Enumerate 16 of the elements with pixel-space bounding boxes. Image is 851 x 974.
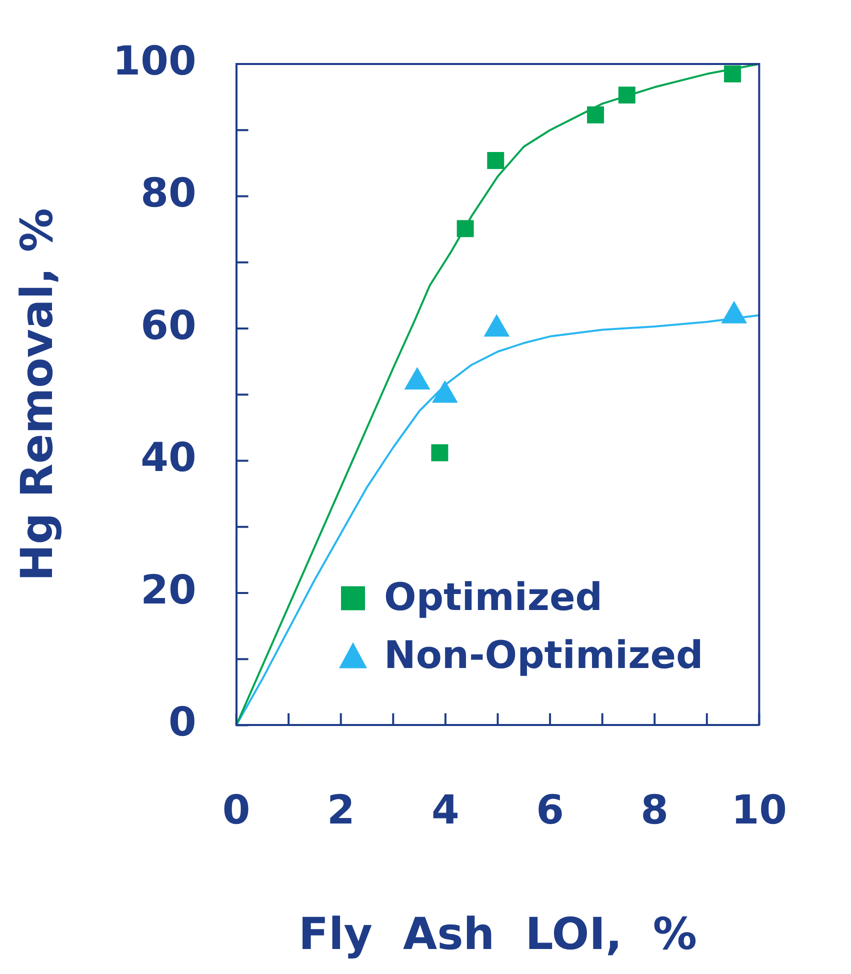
- y-tick-label: 0: [168, 700, 196, 746]
- legend-label: Optimized: [384, 575, 602, 620]
- legend-label: Non-Optimized: [384, 633, 704, 678]
- x-tick-label: 4: [432, 788, 460, 834]
- y-tick-label: 20: [140, 567, 196, 614]
- y-tick-label: 60: [140, 302, 196, 349]
- x-axis-title: Fly Ash LOI, %: [298, 909, 697, 960]
- x-tick-label: 2: [326, 788, 355, 834]
- x-tick-label: 10: [731, 788, 788, 834]
- y-tick-label: 100: [112, 38, 196, 84]
- x-tick-label: 0: [222, 788, 250, 834]
- y-tick-label: 40: [140, 435, 196, 482]
- x-tick-label: 8: [640, 788, 669, 834]
- y-axis-title: Hg Removal, %: [12, 208, 63, 582]
- x-tick-label: 6: [536, 788, 564, 834]
- y-tick-label: 80: [140, 170, 196, 217]
